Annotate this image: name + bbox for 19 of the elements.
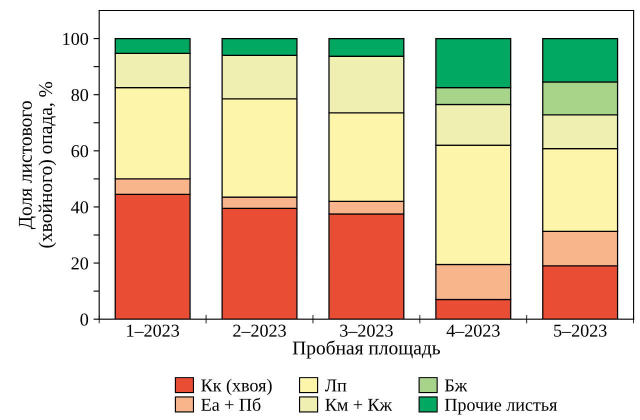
x-axis-title: Пробная площадь <box>292 340 440 358</box>
x-tick-label: 4–2023 <box>446 324 500 337</box>
legend-label: Км + Кж <box>325 398 392 411</box>
y-tick-label: 0 <box>80 313 88 326</box>
x-tick-label: 2–2023 <box>233 324 286 337</box>
legend-label: Бж <box>444 380 468 392</box>
y-tick-label: 100 <box>63 32 88 46</box>
x-tick-label: 3–2023 <box>340 324 393 337</box>
legend-label: Еа + Пб <box>201 398 260 411</box>
y-tick-label: 60 <box>72 145 88 158</box>
y-tick-label: 80 <box>71 88 88 102</box>
legend-label: Кк (хвоя) <box>201 378 272 396</box>
x-tick-label: 5–2023 <box>554 324 607 337</box>
y-tick-label: 40 <box>71 201 88 214</box>
legend-label: Лп <box>324 380 346 392</box>
legend-label: Прочие листья <box>444 398 558 415</box>
y-axis-title: Доля листового (хвойного) опада, % <box>18 82 56 248</box>
y-tick-label: 20 <box>72 257 88 270</box>
x-tick-label: 1–2023 <box>127 324 180 337</box>
